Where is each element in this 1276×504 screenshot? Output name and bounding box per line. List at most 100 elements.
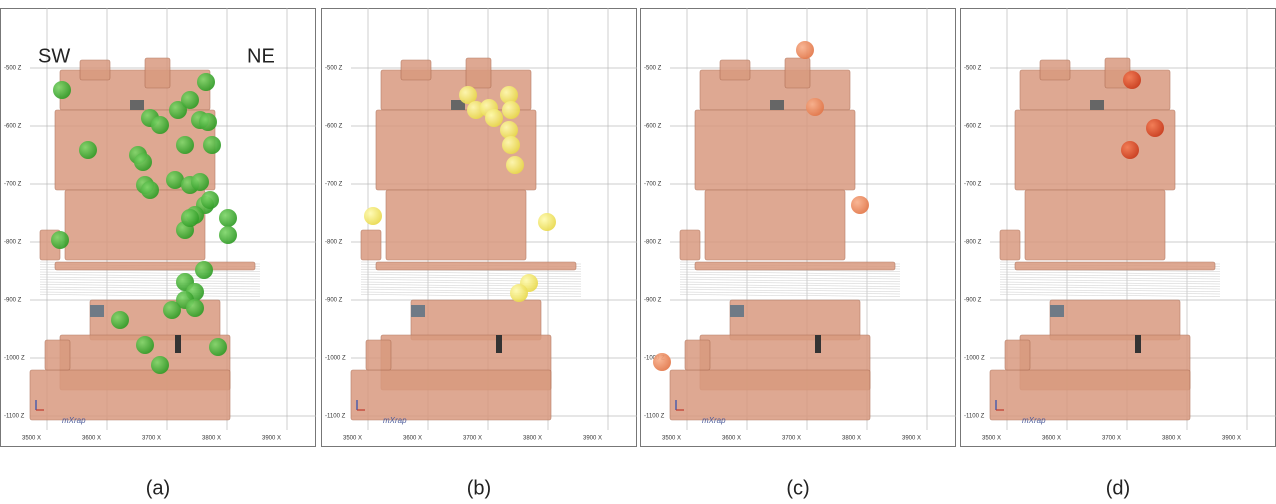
z-tick-label: -500 Z [325, 66, 343, 72]
ore-body [80, 60, 110, 80]
event-sphere [653, 353, 671, 371]
event-sphere [195, 261, 213, 279]
panel-caption: (c) [786, 477, 809, 499]
z-tick-label: -1000 Z [4, 356, 25, 362]
event-sphere [201, 191, 219, 209]
event-sphere [1121, 141, 1139, 159]
ore-block [90, 305, 104, 317]
ore-block [1135, 335, 1141, 353]
x-tick-label: 3800 X [1162, 436, 1181, 442]
z-tick-label: -1000 Z [964, 356, 985, 362]
ore-block [730, 305, 744, 317]
x-tick-label: 3600 X [722, 436, 741, 442]
event-sphere [141, 181, 159, 199]
z-tick-label: -600 Z [325, 124, 343, 130]
event-sphere [181, 209, 199, 227]
x-tick-label: 3500 X [662, 436, 681, 442]
logo: mXrap [1022, 416, 1046, 425]
event-sphere [203, 136, 221, 154]
event-sphere [197, 73, 215, 91]
z-tick-label: -700 Z [325, 182, 343, 188]
x-tick-label: 3500 X [22, 436, 41, 442]
panel: -500 Z-600 Z-700 Z-800 Z-900 Z-1000 Z-11… [961, 8, 1276, 447]
event-sphere [163, 301, 181, 319]
event-sphere [485, 109, 503, 127]
x-tick-label: 3500 X [343, 436, 362, 442]
z-tick-label: -900 Z [4, 298, 22, 304]
panel-caption: (b) [467, 477, 491, 499]
logo: mXrap [702, 416, 726, 425]
event-sphere [186, 299, 204, 317]
panel: -500 Z-600 Z-700 Z-800 Z-900 Z-1000 Z-11… [322, 8, 638, 447]
ore-body [1050, 300, 1180, 340]
ore-body [361, 230, 381, 260]
event-sphere [796, 41, 814, 59]
event-sphere [209, 338, 227, 356]
event-sphere [136, 336, 154, 354]
panel-caption: (d) [1106, 477, 1130, 499]
ore-body [466, 58, 491, 88]
event-sphere [53, 81, 71, 99]
ore-body [401, 60, 431, 80]
ore-block [496, 335, 502, 353]
z-tick-label: -900 Z [644, 298, 662, 304]
ore-body [1025, 190, 1165, 260]
event-sphere [151, 116, 169, 134]
ore-body [720, 60, 750, 80]
z-tick-label: -1100 Z [325, 414, 346, 420]
ore-block [1050, 305, 1064, 317]
x-tick-label: 3900 X [583, 436, 602, 442]
ore-body [990, 370, 1190, 420]
ore-block [175, 335, 181, 353]
event-sphere [51, 231, 69, 249]
ore-body [785, 58, 810, 88]
x-tick-label: 3700 X [142, 436, 161, 442]
z-tick-label: -500 Z [4, 66, 22, 72]
z-tick-label: -1100 Z [4, 414, 25, 420]
x-tick-label: 3700 X [1102, 436, 1121, 442]
orientation-label: NE [247, 45, 275, 67]
ore-body [30, 370, 230, 420]
ore-body [695, 262, 895, 270]
z-tick-label: -600 Z [964, 124, 982, 130]
z-tick-label: -500 Z [644, 66, 662, 72]
ore-body [386, 190, 526, 260]
event-sphere [181, 91, 199, 109]
event-sphere [538, 213, 556, 231]
z-tick-label: -900 Z [325, 298, 343, 304]
z-tick-label: -600 Z [4, 124, 22, 130]
x-tick-label: 3900 X [902, 436, 921, 442]
ore-body [1040, 60, 1070, 80]
ore-block [815, 335, 821, 353]
event-sphere [364, 207, 382, 225]
orientation-label: SW [38, 45, 70, 67]
ore-body [1000, 230, 1020, 260]
event-sphere [502, 101, 520, 119]
x-tick-label: 3600 X [1042, 436, 1061, 442]
z-tick-label: -900 Z [964, 298, 982, 304]
event-sphere [134, 153, 152, 171]
event-sphere [151, 356, 169, 374]
ore-body [695, 110, 855, 190]
z-tick-label: -600 Z [644, 124, 662, 130]
x-tick-label: 3600 X [403, 436, 422, 442]
event-sphere [851, 196, 869, 214]
x-tick-label: 3700 X [463, 436, 482, 442]
event-sphere [806, 98, 824, 116]
panel-caption: (a) [146, 477, 170, 499]
figure: -500 Z-600 Z-700 Z-800 Z-900 Z-1000 Z-11… [0, 0, 1276, 504]
ore-body [680, 230, 700, 260]
ore-block [770, 100, 784, 110]
x-tick-label: 3900 X [262, 436, 281, 442]
x-tick-label: 3600 X [82, 436, 101, 442]
ore-body [376, 262, 576, 270]
ore-body [411, 300, 541, 340]
event-sphere [1123, 71, 1141, 89]
event-sphere [79, 141, 97, 159]
ore-body [1015, 262, 1215, 270]
z-tick-label: -700 Z [964, 182, 982, 188]
ore-body [55, 262, 255, 270]
ore-body [730, 300, 860, 340]
ore-body [366, 340, 391, 370]
logo: mXrap [62, 416, 86, 425]
